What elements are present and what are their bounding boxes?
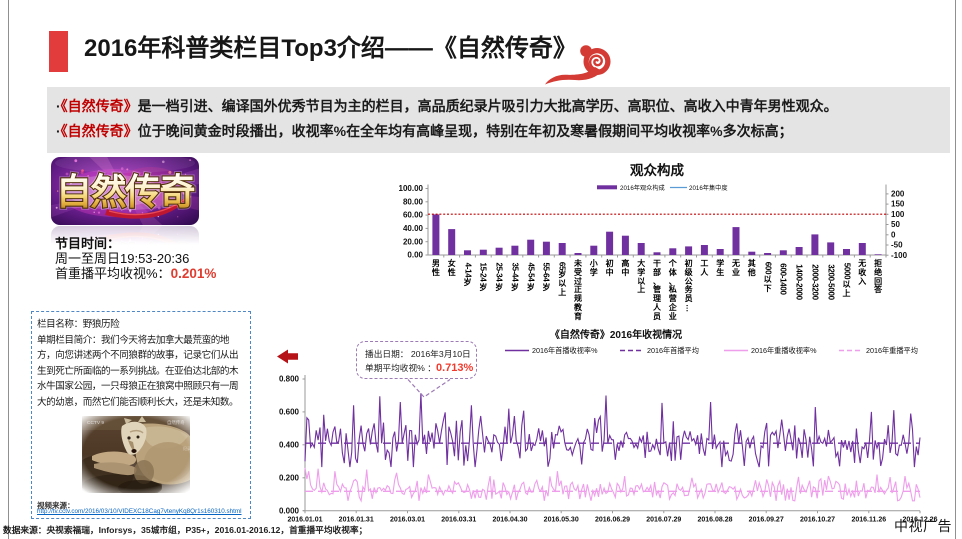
- svg-text:自然传奇: 自然传奇: [56, 239, 195, 260]
- svg-text:2016.11.26: 2016.11.26: [851, 517, 886, 524]
- svg-text:2016年重播平均: 2016年重播平均: [866, 346, 918, 355]
- svg-text:2016.01.31: 2016.01.31: [339, 517, 374, 524]
- svg-text:0.600: 0.600: [279, 408, 300, 417]
- svg-text:2016年首播平均: 2016年首播平均: [647, 346, 699, 355]
- svg-text:0.400: 0.400: [279, 440, 300, 449]
- svg-text:0.000: 0.000: [279, 506, 300, 515]
- svg-text:200: 200: [891, 190, 905, 199]
- svg-text:观众构成: 观众构成: [630, 162, 684, 178]
- svg-text:自然传奇: 自然传奇: [56, 171, 195, 212]
- svg-text:自然传奇: 自然传奇: [167, 419, 185, 426]
- svg-text:2016年集中度: 2016年集中度: [689, 184, 728, 192]
- svg-text:2016.12.26: 2016.12.26: [902, 517, 937, 524]
- svg-text:100.00: 100.00: [399, 184, 424, 193]
- svg-text:自然传奇: 自然传奇: [56, 239, 195, 260]
- svg-text:《自然传奇》2016年收视情况: 《自然传奇》2016年收视情况: [550, 328, 682, 341]
- svg-text:2016.03.01: 2016.03.01: [390, 517, 425, 524]
- svg-text:0.800: 0.800: [279, 375, 300, 384]
- svg-text:2016年重播收视率%: 2016年重播收视率%: [751, 346, 817, 355]
- svg-text:2016.01.01: 2016.01.01: [287, 517, 322, 524]
- svg-text:CCTV 9: CCTV 9: [87, 420, 104, 426]
- svg-text:-100: -100: [891, 251, 908, 258]
- svg-text:60.00: 60.00: [403, 211, 424, 220]
- svg-text:纪录: 纪录: [183, 445, 190, 451]
- svg-text:自然传奇: 自然传奇: [56, 171, 195, 212]
- svg-text:2016.10.27: 2016.10.27: [800, 517, 835, 524]
- svg-text:2016年首播收视率%: 2016年首播收视率%: [532, 346, 598, 355]
- svg-text:2016.09.27: 2016.09.27: [749, 517, 784, 524]
- svg-text:100: 100: [891, 210, 905, 219]
- svg-text:80.00: 80.00: [403, 197, 424, 206]
- svg-text:20.00: 20.00: [403, 237, 424, 246]
- svg-text:2016.06.29: 2016.06.29: [595, 517, 630, 524]
- svg-text:2016年观众构成: 2016年观众构成: [620, 184, 665, 192]
- svg-text:0: 0: [891, 230, 896, 239]
- svg-text:2016.04.30: 2016.04.30: [492, 517, 527, 524]
- svg-text:2016.07.29: 2016.07.29: [646, 517, 681, 524]
- svg-text:自然传奇: 自然传奇: [56, 171, 195, 212]
- svg-text:2016.05.30: 2016.05.30: [544, 517, 579, 524]
- svg-text:自然传奇: 自然传奇: [56, 239, 195, 260]
- svg-text:-50: -50: [891, 241, 903, 250]
- svg-text:0.200: 0.200: [279, 473, 300, 482]
- svg-text:150: 150: [891, 200, 905, 209]
- svg-text:0.00: 0.00: [407, 251, 423, 258]
- svg-text:50: 50: [891, 220, 900, 229]
- svg-text:2016.03.31: 2016.03.31: [441, 517, 476, 524]
- svg-text:2016.08.28: 2016.08.28: [697, 517, 732, 524]
- svg-text:40.00: 40.00: [403, 224, 424, 233]
